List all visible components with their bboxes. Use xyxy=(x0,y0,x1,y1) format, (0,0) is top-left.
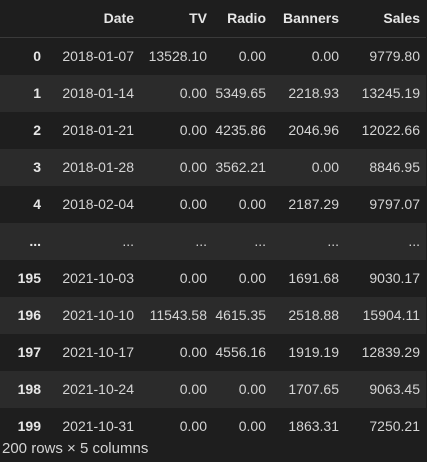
cell-tv: 0.00 xyxy=(179,159,207,175)
row-index: 2 xyxy=(33,122,41,138)
table-row: 195 2021-10-03 0.00 0.00 1691.68 9030.17 xyxy=(0,260,426,297)
table-row: 3 2018-01-28 0.00 3562.21 0.00 8846.95 xyxy=(0,149,426,186)
row-index: 4 xyxy=(33,196,41,212)
column-header-banners: Banners xyxy=(272,0,345,38)
cell-tv: 0.00 xyxy=(179,270,207,286)
cell-sales: 15904.11 xyxy=(362,307,420,323)
cell-banners: 1691.68 xyxy=(288,270,339,286)
index-header xyxy=(0,0,47,38)
table-row: .................. xyxy=(0,223,426,260)
cell-tv: 0.00 xyxy=(179,196,207,212)
cell-radio: 3562.21 xyxy=(215,159,266,175)
row-index: ... xyxy=(29,233,41,249)
cell-banners: 1919.19 xyxy=(288,344,339,360)
cell-radio: 0.00 xyxy=(238,48,266,64)
cell-date: ... xyxy=(122,233,134,249)
row-index: 199 xyxy=(17,418,41,434)
cell-banners: 2046.96 xyxy=(288,122,339,138)
table-row: 199 2021-10-31 0.00 0.00 1863.31 7250.21 xyxy=(0,408,426,445)
cell-tv: 0.00 xyxy=(179,381,207,397)
cell-date: 2021-10-24 xyxy=(62,381,134,397)
cell-radio: 0.00 xyxy=(238,196,266,212)
column-header-radio: Radio xyxy=(213,0,272,38)
table-row: 1 2018-01-14 0.00 5349.65 2218.93 13245.19 xyxy=(0,75,426,112)
cell-radio: 0.00 xyxy=(238,381,266,397)
row-index: 195 xyxy=(17,270,41,286)
cell-sales: 9030.17 xyxy=(369,270,420,286)
column-header-tv: TV xyxy=(140,0,213,38)
row-index: 197 xyxy=(17,344,41,360)
cell-sales: 12022.66 xyxy=(361,122,420,138)
cell-radio: 0.00 xyxy=(238,418,266,434)
cell-date: 2018-01-21 xyxy=(62,122,134,138)
shape-summary: 200 rows × 5 columns xyxy=(2,440,149,457)
cell-sales: ... xyxy=(408,233,420,249)
cell-sales: 9063.45 xyxy=(369,381,420,397)
table-row: 197 2021-10-17 0.00 4556.16 1919.19 12839.29 xyxy=(0,334,426,371)
row-index: 1 xyxy=(33,85,41,101)
cell-date: 2018-01-14 xyxy=(62,85,134,101)
cell-tv: ... xyxy=(195,233,207,249)
cell-date: 2018-01-07 xyxy=(62,48,134,64)
cell-banners: 1863.31 xyxy=(288,418,339,434)
row-index: 0 xyxy=(33,48,41,64)
cell-radio: 0.00 xyxy=(238,270,266,286)
row-index: 196 xyxy=(17,307,41,323)
cell-banners: 2187.29 xyxy=(288,196,339,212)
cell-sales: 9797.07 xyxy=(369,196,420,212)
cell-tv: 0.00 xyxy=(179,344,207,360)
cell-sales: 7250.21 xyxy=(369,418,420,434)
cell-banners: 2218.93 xyxy=(288,85,339,101)
cell-banners: 2518.88 xyxy=(288,307,339,323)
cell-banners: ... xyxy=(327,233,339,249)
cell-banners: 0.00 xyxy=(311,159,339,175)
row-index: 198 xyxy=(17,381,41,397)
cell-date: 2021-10-17 xyxy=(62,344,134,360)
column-header-date: Date xyxy=(47,0,140,38)
column-header-sales: Sales xyxy=(345,0,426,38)
table-header: Date TV Radio Banners Sales xyxy=(0,0,426,38)
row-index: 3 xyxy=(33,159,41,175)
cell-radio: 4235.86 xyxy=(215,122,266,138)
table-row: 2 2018-01-21 0.00 4235.86 2046.96 12022.66 xyxy=(0,112,426,149)
cell-banners: 1707.65 xyxy=(288,381,339,397)
cell-tv: 11543.58 xyxy=(149,307,207,323)
cell-date: 2018-02-04 xyxy=(62,196,134,212)
table-row: 0 2018-01-07 13528.10 0.00 0.00 9779.80 xyxy=(0,38,426,76)
cell-tv: 0.00 xyxy=(179,122,207,138)
cell-tv: 0.00 xyxy=(179,418,207,434)
table-body: 0 2018-01-07 13528.10 0.00 0.00 9779.80 1 2018-… xyxy=(0,38,426,446)
cell-date: 2018-01-28 xyxy=(62,159,134,175)
header-row: Date TV Radio Banners Sales xyxy=(0,0,426,38)
cell-sales: 13245.19 xyxy=(361,85,420,101)
table-row: 4 2018-02-04 0.00 0.00 2187.29 9797.07 xyxy=(0,186,426,223)
cell-sales: 9779.80 xyxy=(369,48,420,64)
cell-sales: 8846.95 xyxy=(369,159,420,175)
cell-date: 2021-10-10 xyxy=(62,307,134,323)
dataframe-table: Date TV Radio Banners Sales 0 2018-01-07 1… xyxy=(0,0,426,446)
table-row: 198 2021-10-24 0.00 0.00 1707.65 9063.45 xyxy=(0,371,426,408)
cell-radio: 4556.16 xyxy=(215,344,266,360)
cell-date: 2021-10-31 xyxy=(62,418,134,434)
cell-radio: ... xyxy=(254,233,266,249)
cell-tv: 13528.10 xyxy=(148,48,207,64)
table-row: 196 2021-10-10 11543.58 4615.35 2518.88 15904… xyxy=(0,297,426,334)
cell-tv: 0.00 xyxy=(179,85,207,101)
cell-date: 2021-10-03 xyxy=(62,270,134,286)
cell-sales: 12839.29 xyxy=(361,344,420,360)
cell-radio: 5349.65 xyxy=(215,85,266,101)
cell-banners: 0.00 xyxy=(311,48,339,64)
cell-radio: 4615.35 xyxy=(215,307,266,323)
